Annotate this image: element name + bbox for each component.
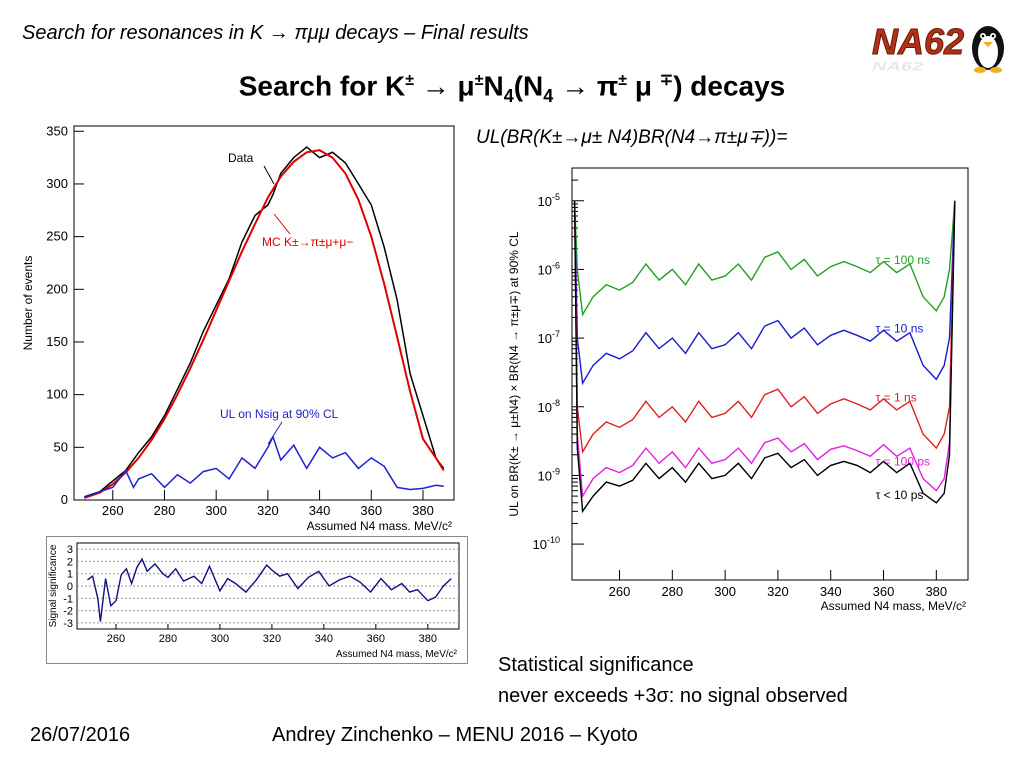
svg-text:NA62: NA62 — [872, 60, 923, 73]
na62-logo: NA62 NA62 — [868, 14, 1014, 76]
slide-title: Search for K± → μ±N4(N4 → π± μ ∓) decays — [238, 70, 786, 106]
y-tick-label: 3 — [67, 544, 73, 556]
events-chart: 260 280 300 320 340 360 380 0 50 100 150 200 250 300 3… — [21, 123, 455, 533]
ul-series-line-2 — [573, 200, 956, 455]
y-tick-label: 2 — [67, 556, 73, 568]
data-series-line — [84, 146, 445, 498]
annotation-mc-arrow — [273, 213, 291, 235]
x-tick-label: 340 — [309, 503, 331, 518]
events-chart-panel: 260 280 300 320 340 360 380 0 50 100 150 200 250 300 3… — [18, 118, 466, 533]
x-tick-label: 280 — [159, 633, 177, 645]
x-tick-label: 360 — [360, 503, 382, 518]
mc-series-line — [83, 149, 445, 499]
y-axis-label: Signal significance — [48, 544, 59, 627]
slide-date: 26/07/2016 — [30, 724, 131, 746]
x-tick-label: 280 — [154, 503, 176, 518]
y-axis-label: Number of events — [21, 256, 35, 351]
ul-series-label-2: τ = 1 ns — [876, 390, 917, 404]
y-tick-label: 10-6 — [538, 260, 560, 277]
y-tick-label: 0 — [67, 581, 73, 593]
ul-chart-panel: 10-10 10-9 10-8 10-7 10-6 10-5 260 280 300 320 340… — [500, 160, 974, 620]
upper-limit-chart: 10-10 10-9 10-8 10-7 10-6 10-5 260 280 300 320 340… — [507, 167, 969, 613]
ul-series-label-3: τ = 100 ps — [876, 454, 930, 468]
y-tick-label: -3 — [63, 618, 73, 630]
x-tick-label: 260 — [609, 584, 631, 599]
y-tick-label: 10-5 — [538, 192, 560, 209]
x-tick-label: 300 — [211, 633, 229, 645]
x-tick-label: 280 — [661, 584, 683, 599]
y-tick-label: 10-8 — [538, 398, 560, 415]
annotation-data: Data — [228, 151, 254, 165]
ul-series-label-1: τ = 10 ns — [876, 322, 924, 336]
ul-series-line — [84, 434, 444, 498]
x-tick-label: 340 — [820, 584, 842, 599]
x-axis-label: Assumed N4 mass, MeV/c² — [307, 519, 452, 530]
x-tick-label: 260 — [102, 503, 124, 518]
y-tick-label: 10-9 — [538, 466, 560, 483]
plot-frame — [73, 125, 455, 501]
x-tick-label: 360 — [367, 633, 385, 645]
y-tick-label: 300 — [46, 176, 68, 191]
conclusion-note: Statistical significance never exceeds +… — [498, 650, 848, 712]
y-tick-label: 350 — [46, 123, 68, 138]
significance-series-line — [86, 557, 452, 622]
x-tick-label: 380 — [412, 503, 434, 518]
x-tick-label: 340 — [315, 633, 333, 645]
x-tick-label: 320 — [263, 633, 281, 645]
x-tick-label: 300 — [205, 503, 227, 518]
annotation-ul-arrow — [267, 421, 283, 445]
y-tick-label: -1 — [63, 593, 73, 605]
x-axis-label: Assumed N4 mass, MeV/c² — [821, 599, 966, 613]
plot-frame — [571, 167, 969, 581]
y-tick-label: 250 — [46, 229, 68, 244]
y-tick-label: -2 — [63, 606, 73, 618]
y-tick-label: 10-10 — [533, 535, 560, 552]
x-tick-label: 260 — [107, 633, 125, 645]
ul-series-label-4: τ < 10 ps — [876, 488, 924, 502]
y-tick-label: 200 — [46, 281, 68, 296]
annotation-ul: UL on Nsig at 90% CL — [220, 407, 339, 421]
ul-formula-caption: UL(BR(K±→μ± N4)BR(N4→π±μ∓))= — [476, 127, 788, 148]
slide-subtitle: Search for resonances in K → πμμ decays … — [22, 22, 529, 44]
penguin-icon — [972, 26, 1004, 73]
slide-footer: Andrey Zinchenko – MENU 2016 – Kyoto — [272, 724, 638, 746]
x-tick-label: 360 — [873, 584, 895, 599]
ul-series-label-0: τ = 100 ns — [876, 253, 930, 267]
annotation-mc: MC K±→π±μ+μ− — [262, 235, 353, 249]
y-tick-label: 10-7 — [538, 329, 560, 346]
x-tick-label: 320 — [257, 503, 279, 518]
y-tick-label: 100 — [46, 387, 68, 402]
y-tick-label: 0 — [61, 492, 68, 507]
note-line-1: Statistical significance — [498, 654, 694, 676]
logo-text: NA62 — [872, 21, 964, 62]
x-axis-label: Assumed N4 mass, MeV/c² — [336, 649, 458, 660]
annotation-data-arrow — [263, 165, 275, 185]
y-tick-label: 50 — [54, 439, 68, 454]
y-tick-label: 1 — [67, 569, 73, 581]
ul-series-line-0 — [573, 200, 956, 317]
note-line-2: never exceeds +3σ: no signal observed — [498, 685, 848, 707]
x-tick-label: 300 — [714, 584, 736, 599]
ul-series-line-4 — [573, 200, 956, 514]
ul-series-line-1 — [573, 200, 956, 386]
y-axis-label: UL on BR(K± → μ±N4) × BR(N4 → π±μ∓) at 9… — [507, 231, 521, 517]
x-tick-label: 320 — [767, 584, 789, 599]
y-tick-label: 150 — [46, 334, 68, 349]
ul-series-line-3 — [573, 200, 956, 499]
significance-chart-panel: -3 -2 -1 0 1 2 3 260 280 300 320 340 360 380 Assumed N… — [46, 536, 468, 664]
x-tick-label: 380 — [419, 633, 437, 645]
x-tick-label: 380 — [925, 584, 947, 599]
